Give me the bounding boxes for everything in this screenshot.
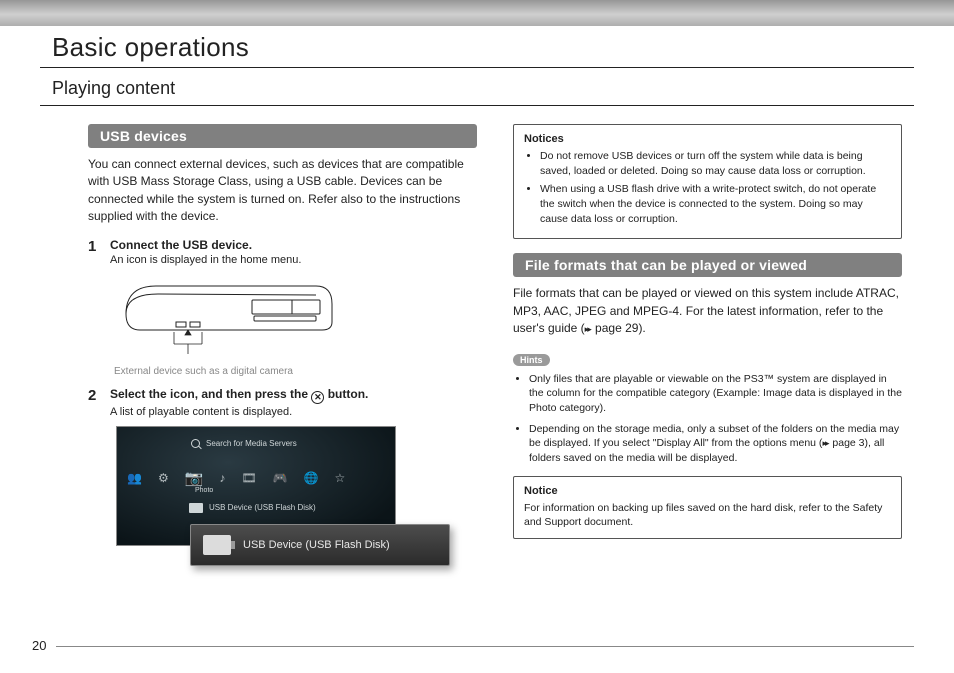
ps3-console-illustration bbox=[116, 274, 346, 362]
xmb-search-label: Search for Media Servers bbox=[206, 439, 297, 448]
photo-icon: 📷 bbox=[185, 469, 204, 487]
sub-title: Playing content bbox=[40, 68, 914, 106]
callout-label: USB Device (USB Flash Disk) bbox=[243, 539, 390, 551]
xmb-usb-label: USB Device (USB Flash Disk) bbox=[209, 503, 316, 512]
steps-list: 1 Connect the USB device. An icon is dis… bbox=[88, 238, 477, 566]
page-ref-icon: ▸▸ bbox=[822, 438, 827, 448]
intro-pre: File formats that can be played or viewe… bbox=[513, 286, 899, 335]
file-formats-intro: File formats that can be played or viewe… bbox=[513, 285, 902, 337]
usb-device-callout: USB Device (USB Flash Disk) bbox=[190, 524, 450, 566]
main-title: Basic operations bbox=[40, 26, 914, 68]
usb-devices-header: USB devices bbox=[88, 124, 477, 148]
xmb-icon-row: 👥 ⚙ 📷 ♪ 🎞 🎮 🌐 ☆ bbox=[127, 469, 345, 487]
notice-text: For information on backing up files save… bbox=[524, 501, 891, 530]
footer-rule bbox=[56, 646, 914, 647]
video-icon: 🎞 bbox=[241, 471, 256, 485]
usb-intro-text: You can connect external devices, such a… bbox=[88, 156, 477, 226]
music-icon: ♪ bbox=[219, 471, 225, 485]
usb-device-icon bbox=[189, 503, 203, 513]
xmb-usb-row: USB Device (USB Flash Disk) bbox=[189, 503, 316, 513]
notices-heading: Notices bbox=[524, 133, 891, 145]
settings-icon: ⚙ bbox=[158, 471, 169, 485]
page-number: 20 bbox=[32, 638, 54, 653]
xmb-search-row: Search for Media Servers bbox=[191, 439, 297, 448]
page-ref-icon: ▸▸ bbox=[585, 324, 590, 334]
top-gradient-bar bbox=[0, 0, 954, 26]
hint-item: Only files that are playable or viewable… bbox=[529, 372, 902, 416]
users-icon: 👥 bbox=[127, 471, 142, 485]
step-2: 2 Select the icon, and then press the ✕ … bbox=[88, 387, 477, 566]
step-1-desc: An icon is displayed in the home menu. bbox=[110, 254, 477, 266]
two-column-layout: USB devices You can connect external dev… bbox=[40, 106, 914, 576]
step-2-number: 2 bbox=[88, 387, 102, 566]
step-1-caption: External device such as a digital camera bbox=[110, 366, 477, 377]
step-2-desc: A list of playable content is displayed. bbox=[110, 406, 477, 418]
step-2-title-pre: Select the icon, and then press the bbox=[110, 387, 311, 401]
file-formats-header: File formats that can be played or viewe… bbox=[513, 253, 902, 277]
notices-box: Notices Do not remove USB devices or tur… bbox=[513, 124, 902, 239]
hints-section: Hints Only files that are playable or vi… bbox=[513, 350, 902, 466]
x-button-icon: ✕ bbox=[311, 391, 324, 404]
hint-item: Depending on the storage media, only a s… bbox=[529, 422, 902, 466]
hint2-ref: page 3 bbox=[829, 437, 864, 449]
notice-item: Do not remove USB devices or turn off th… bbox=[540, 149, 891, 178]
step-1-number: 1 bbox=[88, 238, 102, 377]
game-icon: 🎮 bbox=[273, 471, 288, 485]
right-column: Notices Do not remove USB devices or tur… bbox=[513, 124, 902, 576]
notices-list: Do not remove USB devices or turn off th… bbox=[524, 149, 891, 226]
page-content: Basic operations Playing content USB dev… bbox=[0, 26, 954, 576]
xmb-photo-label: Photo bbox=[195, 487, 213, 494]
hints-pill: Hints bbox=[513, 354, 550, 366]
step-1-title: Connect the USB device. bbox=[110, 238, 477, 252]
intro-ref: page 29 bbox=[592, 321, 639, 335]
hints-list: Only files that are playable or viewable… bbox=[513, 372, 902, 466]
network-icon: 🌐 bbox=[304, 471, 319, 485]
search-icon bbox=[191, 439, 200, 448]
step-2-title: Select the icon, and then press the ✕ bu… bbox=[110, 387, 477, 404]
friends-icon: ☆ bbox=[335, 471, 346, 485]
step-2-title-post: button. bbox=[324, 387, 368, 401]
notice-heading: Notice bbox=[524, 485, 891, 497]
notice-box-2: Notice For information on backing up fil… bbox=[513, 476, 902, 539]
notice-item: When using a USB flash drive with a writ… bbox=[540, 182, 891, 226]
step-1: 1 Connect the USB device. An icon is dis… bbox=[88, 238, 477, 377]
left-column: USB devices You can connect external dev… bbox=[88, 124, 477, 576]
usb-device-icon bbox=[203, 535, 231, 555]
intro-post: ). bbox=[638, 321, 645, 335]
